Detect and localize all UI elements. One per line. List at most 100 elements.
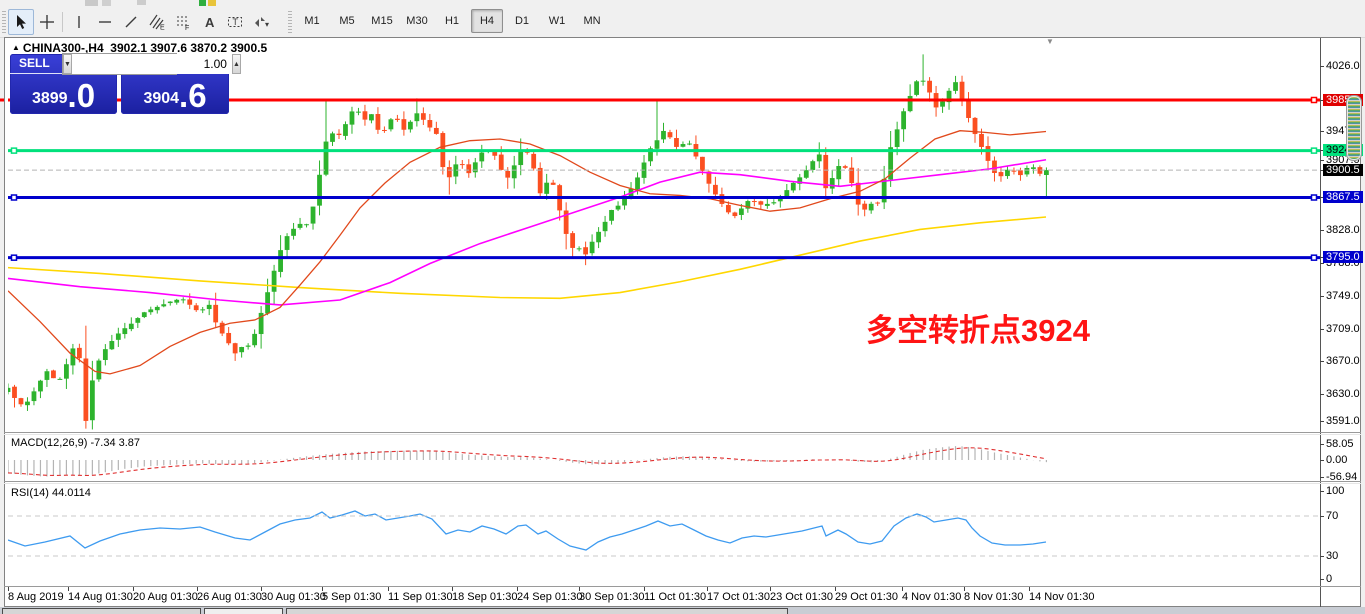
price-scale-slider[interactable] xyxy=(1346,95,1362,161)
timeframe-h1-button[interactable]: H1 xyxy=(444,15,460,27)
timeframe-m1-button[interactable]: M1 xyxy=(304,15,320,27)
date-tick xyxy=(261,587,262,591)
volume-input[interactable] xyxy=(71,54,232,74)
macd-axis-tick xyxy=(1320,444,1324,445)
chart-area[interactable] xyxy=(4,37,1361,607)
date-tick xyxy=(902,587,903,591)
price-axis-tick xyxy=(1320,160,1324,161)
timeframe-m5-button[interactable]: M5 xyxy=(339,15,355,27)
buy-price-pips: .6 xyxy=(179,76,207,114)
date-tick xyxy=(517,587,518,591)
svg-text:T: T xyxy=(233,17,239,27)
price-axis-tick xyxy=(1320,197,1324,198)
date-tick xyxy=(197,587,198,591)
date-label: 30 Aug 01:30 xyxy=(261,591,326,603)
timeframe-m30-button[interactable]: M30 xyxy=(406,15,428,27)
date-label: 14 Aug 01:30 xyxy=(68,591,133,603)
date-label: 23 Oct 01:30 xyxy=(770,591,833,603)
rsi-axis-tick xyxy=(1320,556,1324,557)
price-axis-label: 3900.5 xyxy=(1323,164,1363,176)
price-axis-tick xyxy=(1320,257,1324,258)
ohlc-low: 3870.2 xyxy=(190,41,228,55)
vertical-line-tool-button[interactable] xyxy=(66,9,92,35)
date-tick xyxy=(322,587,323,591)
svg-text:F: F xyxy=(185,25,189,30)
date-label: 14 Nov 01:30 xyxy=(1029,591,1095,603)
date-scale-border xyxy=(4,586,1361,587)
price-axis-tick xyxy=(1320,230,1324,231)
volume-increase-button[interactable]: ▲ xyxy=(231,54,241,74)
date-label: 17 Oct 01:30 xyxy=(707,591,770,603)
crosshair-tool-button[interactable] xyxy=(34,9,60,35)
price-axis-tick xyxy=(1320,263,1324,264)
rsi-axis-label: 30 xyxy=(1326,550,1339,562)
one-click-trading-panel: SELL 3899 .0 BUY 3904 .6 ▼ ▲ xyxy=(10,54,241,114)
taskbar-window-button[interactable] xyxy=(286,608,788,614)
horizontal-line-tool-button[interactable] xyxy=(92,9,118,35)
ohlc-open: 3902.1 xyxy=(110,41,147,55)
timeframe-mn-button[interactable]: MN xyxy=(583,15,601,27)
timeframe-m15-button[interactable]: M15 xyxy=(371,15,393,27)
fibonacci-tool-button[interactable]: F xyxy=(170,9,196,35)
price-axis-tick xyxy=(1320,394,1324,395)
price-axis-label: 3795.0 xyxy=(1323,251,1363,263)
clipped-icon xyxy=(102,0,111,6)
shapes-tool-button[interactable]: ▾ xyxy=(248,9,274,35)
chart-shift-marker-icon[interactable]: ▼ xyxy=(1046,37,1054,46)
date-tick xyxy=(835,587,836,591)
ohlc-high: 3907.6 xyxy=(150,41,188,55)
price-axis-label: 3709.0 xyxy=(1326,323,1360,335)
date-tick xyxy=(770,587,771,591)
toolbar-grip[interactable] xyxy=(2,11,6,33)
date-tick xyxy=(68,587,69,591)
macd-indicator-label: MACD(12,26,9) -7.34 3.87 xyxy=(11,437,141,449)
text-label-tool-button[interactable]: T xyxy=(222,9,248,35)
price-axis-label: 3867.5 xyxy=(1323,191,1363,203)
panel-separator xyxy=(4,434,1361,435)
macd-axis-label: 0.00 xyxy=(1326,454,1348,466)
toolbar-grip[interactable] xyxy=(288,11,292,33)
timeframe-d1-button[interactable]: D1 xyxy=(514,15,530,27)
date-tick xyxy=(964,587,965,591)
sell-price-main: 3899 xyxy=(31,90,68,107)
price-axis-label: 3828.0 xyxy=(1326,224,1360,236)
equidistant-channel-tool-button[interactable]: E xyxy=(144,9,170,35)
timeframe-group: M1 M5 M15 M30 H1 H4 D1 W1 MN xyxy=(296,9,608,33)
annotation-text[interactable]: 多空转折点3924 xyxy=(866,313,1090,348)
rsi-axis-label: 70 xyxy=(1326,510,1339,522)
symbol-name: CHINA300-,H4 xyxy=(22,41,104,55)
date-label: 8 Aug 2019 xyxy=(8,591,64,603)
rsi-axis-label: 0 xyxy=(1326,573,1333,585)
price-axis-label: 3749.0 xyxy=(1326,290,1360,302)
panel-separator[interactable] xyxy=(4,481,1361,482)
clipped-icon xyxy=(137,0,146,5)
trendline-tool-button[interactable] xyxy=(118,9,144,35)
date-tick xyxy=(1029,587,1030,591)
taskbar-window-button[interactable] xyxy=(2,608,201,614)
price-axis-label: 3670.0 xyxy=(1326,355,1360,367)
price-axis-tick xyxy=(1320,150,1324,151)
date-tick xyxy=(452,587,453,591)
text-tool-button[interactable]: A xyxy=(196,9,222,35)
clipped-toolbar-row xyxy=(0,0,1365,7)
timeframe-h4-button[interactable]: H4 xyxy=(471,9,503,33)
date-tick xyxy=(579,587,580,591)
timeframe-w1-button[interactable]: W1 xyxy=(548,15,566,27)
sell-button-label: SELL xyxy=(19,56,50,70)
rsi-axis-tick xyxy=(1320,516,1324,517)
panel-separator[interactable] xyxy=(4,432,1361,433)
collapse-triangle-icon[interactable]: ▲ xyxy=(12,43,20,52)
clipped-chart-icon xyxy=(199,0,206,6)
date-label: 4 Nov 01:30 xyxy=(902,591,962,603)
price-axis-tick xyxy=(1320,361,1324,362)
toolbar-separator xyxy=(62,12,63,32)
taskbar-window-button[interactable] xyxy=(204,608,283,614)
volume-decrease-button[interactable]: ▼ xyxy=(63,54,72,74)
macd-axis-tick xyxy=(1320,460,1324,461)
date-label: 26 Aug 01:30 xyxy=(197,591,262,603)
macd-axis-tick xyxy=(1320,477,1324,478)
sell-price: 3899 .0 xyxy=(10,79,117,112)
date-label: 11 Oct 01:30 xyxy=(644,591,707,603)
cursor-tool-button[interactable] xyxy=(8,9,34,35)
